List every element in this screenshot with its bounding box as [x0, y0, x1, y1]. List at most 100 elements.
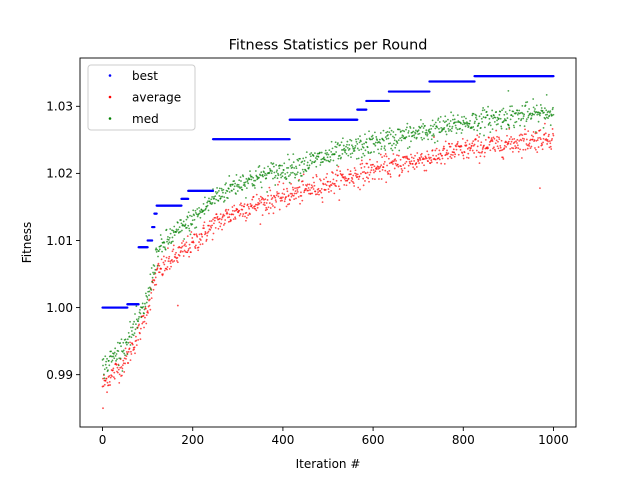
point-med [552, 113, 555, 116]
point-med [240, 186, 243, 189]
point-average [284, 198, 287, 200]
point-average [111, 375, 113, 378]
point-average [476, 134, 479, 137]
point-average [438, 157, 440, 159]
point-average [149, 308, 152, 311]
point-average [275, 194, 278, 197]
point-average [373, 165, 376, 168]
point-average [532, 131, 535, 133]
point-med [104, 355, 107, 358]
point-med [125, 343, 128, 346]
point-average [431, 149, 434, 152]
point-average [367, 177, 370, 180]
point-average [407, 170, 410, 173]
point-average [208, 220, 211, 223]
point-average [340, 179, 342, 182]
point-average [302, 183, 305, 186]
point-med [455, 132, 458, 135]
point-med [168, 241, 171, 244]
point-average [245, 211, 248, 214]
point-med [282, 171, 284, 174]
point-med [210, 198, 213, 201]
point-med [497, 123, 499, 125]
point-med [248, 178, 251, 181]
point-med [301, 160, 304, 163]
point-average [139, 332, 141, 335]
point-average [147, 311, 149, 314]
point-med [279, 173, 282, 176]
point-average [133, 346, 136, 349]
point-med [374, 141, 377, 144]
point-med [414, 132, 417, 135]
point-med [309, 159, 312, 162]
point-med [348, 143, 351, 146]
point-med [350, 156, 352, 159]
point-med [360, 156, 363, 159]
point-average [526, 147, 529, 150]
point-med [147, 287, 150, 290]
point-average [131, 343, 134, 346]
point-med [274, 174, 277, 177]
point-average [120, 366, 123, 368]
point-med [392, 135, 394, 138]
point-average [548, 146, 551, 149]
point-average [295, 192, 298, 195]
point-med [224, 192, 227, 194]
point-average [176, 259, 178, 262]
point-average [215, 213, 218, 216]
point-average [394, 162, 397, 165]
point-average [520, 133, 522, 136]
point-med [379, 132, 382, 134]
point-average [348, 181, 351, 184]
point-med [434, 121, 437, 124]
point-med [504, 111, 507, 113]
point-med [489, 131, 492, 134]
point-med [454, 124, 457, 127]
point-average [300, 194, 303, 197]
point-average [539, 138, 542, 141]
point-med [186, 216, 189, 219]
point-average [127, 350, 130, 353]
point-med [245, 196, 247, 199]
point-average [171, 259, 173, 261]
point-med [461, 129, 464, 131]
point-average [250, 204, 253, 207]
point-average [105, 377, 108, 380]
point-average [163, 269, 166, 272]
point-med [475, 116, 477, 119]
point-average [203, 227, 205, 230]
point-med [410, 140, 412, 143]
point-average [414, 154, 416, 157]
point-average [343, 178, 346, 180]
point-med [300, 174, 303, 177]
point-average [370, 166, 373, 169]
point-average [220, 218, 223, 221]
point-average [527, 130, 530, 133]
point-average [413, 168, 416, 170]
point-med [412, 127, 415, 129]
point-med [491, 109, 494, 112]
point-average [219, 225, 222, 228]
point-average [194, 247, 197, 250]
point-average [193, 233, 196, 236]
point-average [115, 363, 118, 366]
point-med [551, 108, 554, 111]
point-average [403, 167, 406, 170]
point-average [495, 129, 498, 132]
point-med [539, 104, 542, 106]
point-average [124, 347, 127, 350]
point-med [383, 147, 386, 150]
point-med [456, 128, 459, 131]
point-med [153, 273, 155, 275]
point-average [112, 369, 114, 372]
point-med [213, 202, 216, 205]
point-average [532, 135, 535, 138]
point-med [282, 169, 285, 171]
point-med [141, 302, 144, 305]
point-med [465, 117, 467, 120]
point-average [388, 162, 391, 165]
point-average [296, 190, 299, 193]
point-med [218, 187, 221, 190]
point-med [438, 127, 440, 130]
point-average [338, 188, 341, 190]
